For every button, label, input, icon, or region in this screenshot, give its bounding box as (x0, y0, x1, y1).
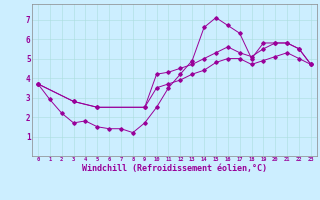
X-axis label: Windchill (Refroidissement éolien,°C): Windchill (Refroidissement éolien,°C) (82, 164, 267, 173)
